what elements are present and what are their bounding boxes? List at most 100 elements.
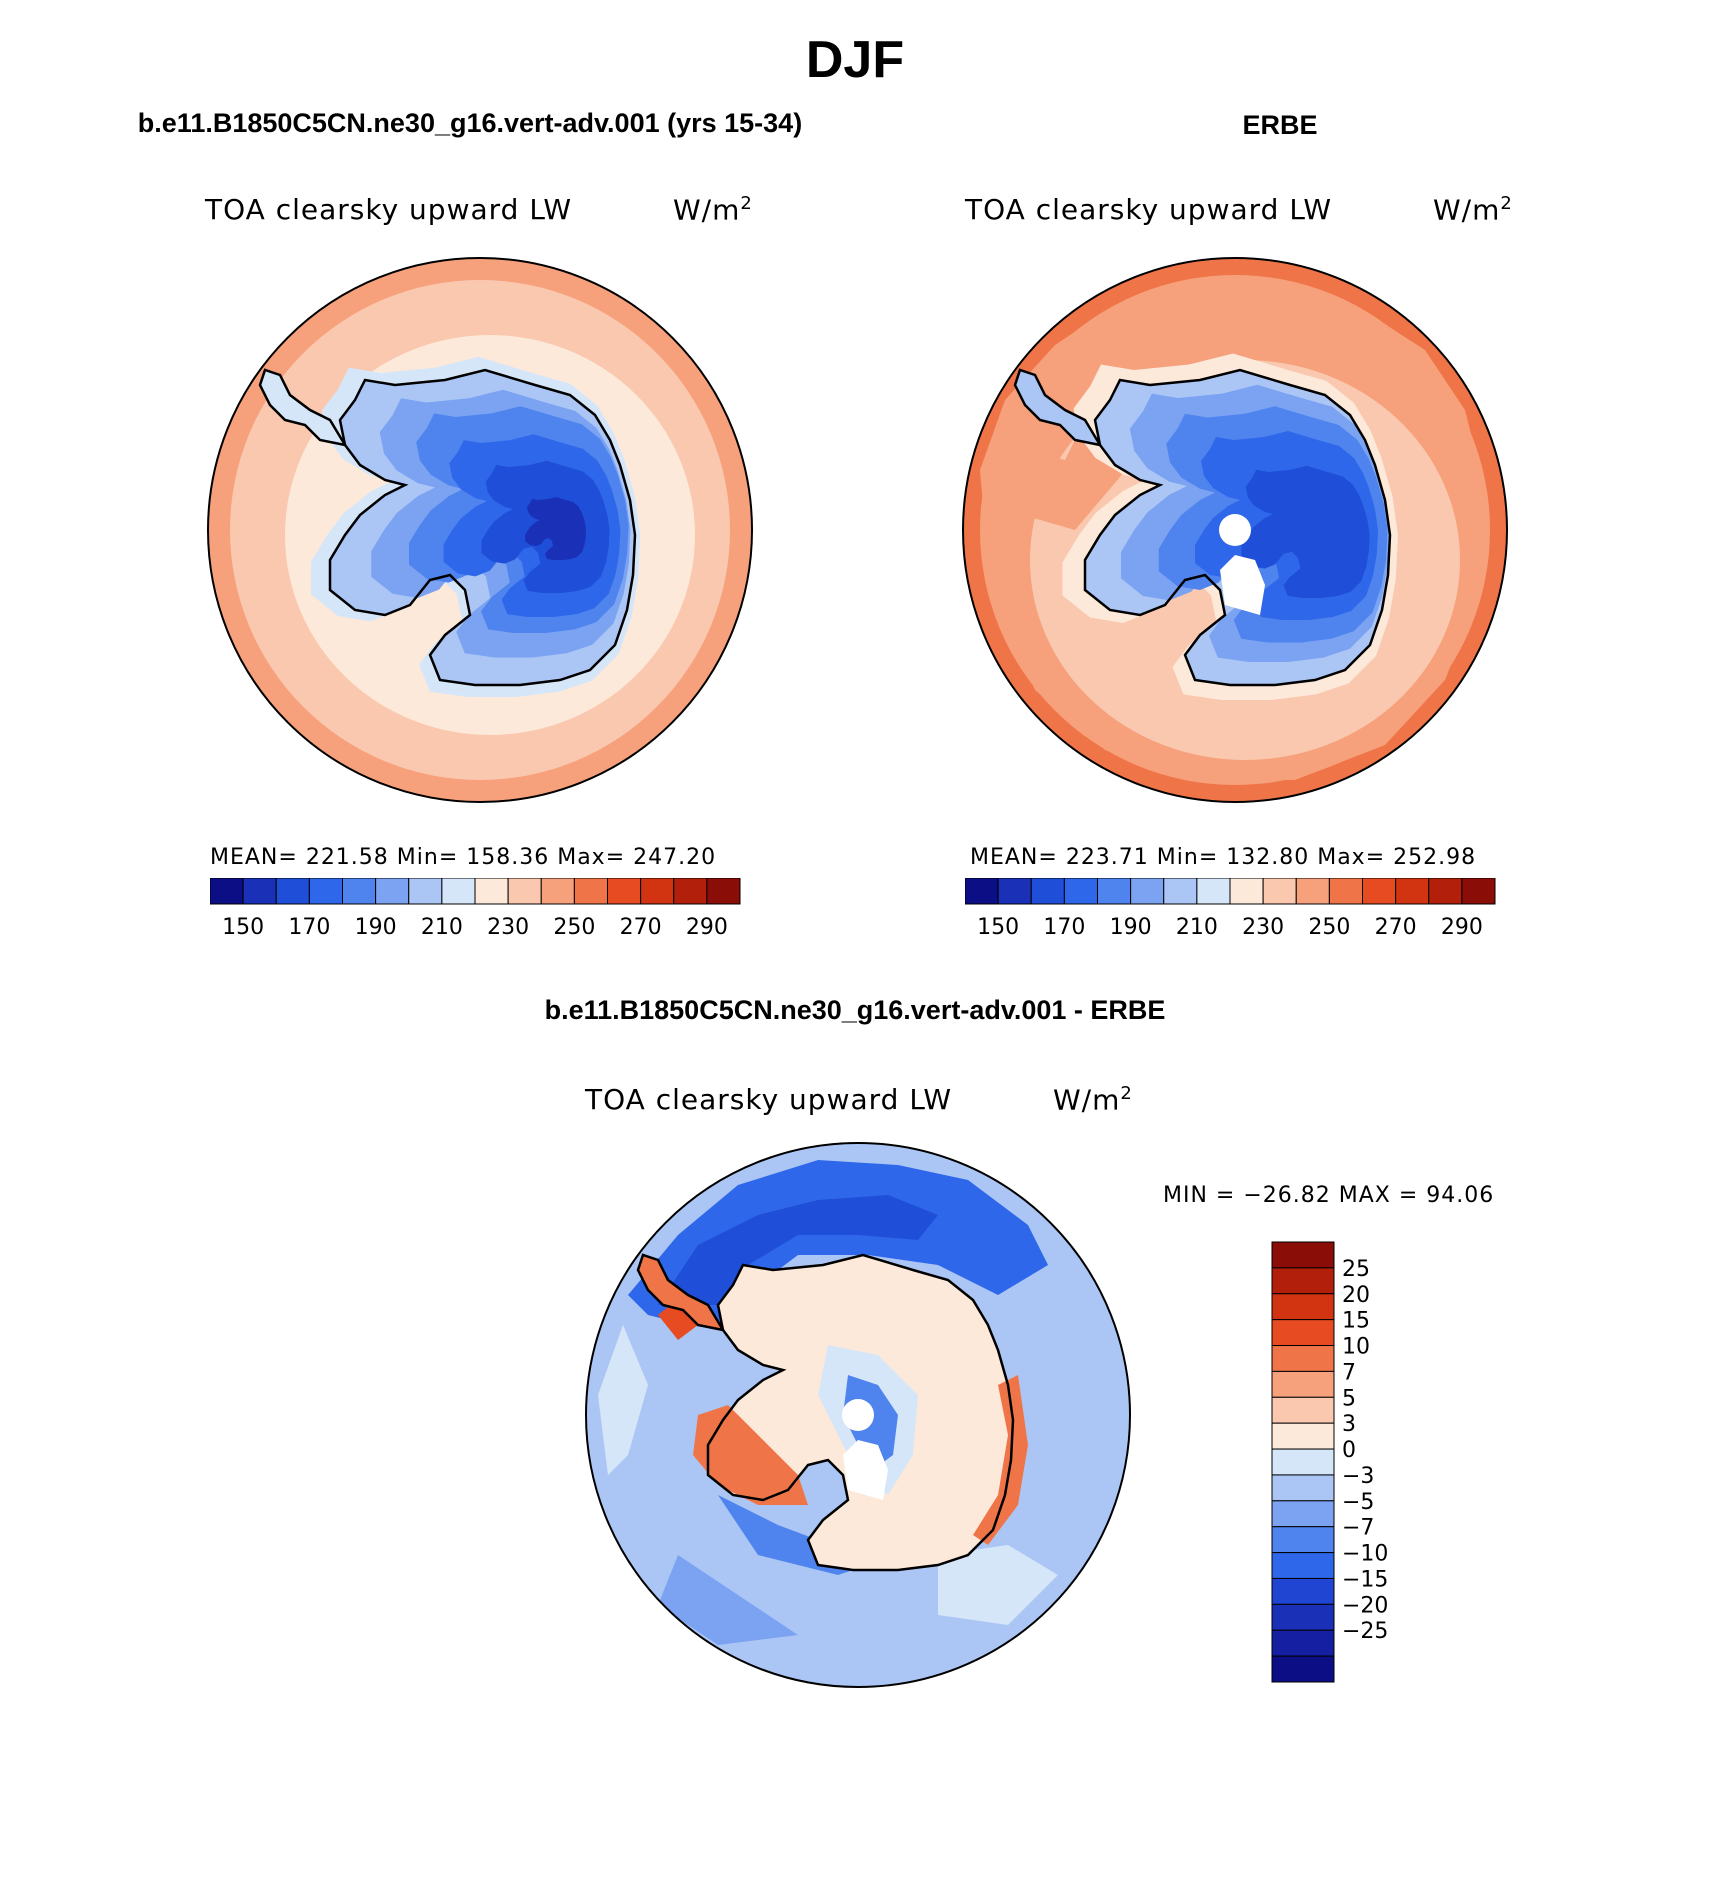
colorbar-swatch: [1271, 1241, 1335, 1269]
colorbar-tick-label: 170: [1043, 915, 1085, 940]
colorbar-swatch: [308, 878, 343, 905]
colorbar-tick-label: 20: [1342, 1283, 1370, 1308]
polar-map-erbe: [962, 257, 1508, 803]
colorbar-tick-label: 0: [1342, 1438, 1356, 1463]
colorbar-swatch: [1196, 878, 1231, 905]
colorbar-swatch: [1271, 1422, 1335, 1450]
colorbar-tick-label: 150: [222, 915, 264, 940]
units-label-diff: W/m2: [1053, 1083, 1133, 1117]
missing-data-region: [1220, 555, 1265, 615]
colorbar-swatch: [1271, 1526, 1335, 1554]
colorbar-swatch: [1271, 1603, 1335, 1631]
colorbar-swatch: [1030, 878, 1065, 905]
main-title: DJF: [805, 31, 905, 89]
polar-map-model: [207, 257, 753, 803]
colorbar-swatch: [1428, 878, 1463, 905]
colorbar-swatch: [375, 878, 410, 905]
colorbar-swatch: [441, 878, 476, 905]
colorbar-swatch: [1271, 1629, 1335, 1657]
colorbar-swatch: [474, 878, 509, 905]
colorbar-tick-label: −10: [1342, 1542, 1388, 1567]
colorbar-tick-label: −7: [1342, 1516, 1374, 1541]
colorbar-swatch: [1271, 1319, 1335, 1347]
colorbar-swatch: [1328, 878, 1363, 905]
colorbar-swatch: [1063, 878, 1098, 905]
colorbar-tick-label: 15: [1342, 1309, 1370, 1334]
colorbar-tick-label: 270: [1375, 915, 1417, 940]
colorbar-swatch: [1271, 1448, 1335, 1476]
colorbar-tick-label: 230: [487, 915, 529, 940]
colorbar-tick-label: 170: [288, 915, 330, 940]
colorbar-swatch: [706, 878, 741, 905]
colorbar-tick-label: 150: [977, 915, 1019, 940]
colorbar-tick-label: 5: [1342, 1386, 1356, 1411]
colorbar-swatch: [1271, 1293, 1335, 1321]
stats-model: MEAN= 221.58 Min= 158.36 Max= 247.20: [210, 845, 717, 870]
colorbar-tick-label: −15: [1342, 1567, 1388, 1592]
map-border: [962, 257, 1508, 803]
colorbar-tick-label: 290: [1441, 915, 1483, 940]
colorbar-swatch: [640, 878, 675, 905]
colorbar-tick-label: −3: [1342, 1464, 1374, 1489]
colorbar-swatch: [573, 878, 608, 905]
panel-title-erbe: ERBE: [1242, 110, 1318, 140]
colorbar-tick-label: 190: [1110, 915, 1152, 940]
pole-hole: [1219, 514, 1251, 546]
colorbar-swatch: [242, 878, 277, 905]
panel-title-diff: b.e11.B1850C5CN.ne30_g16.vert-adv.001 - …: [544, 995, 1166, 1025]
colorbar-tick-label: −20: [1342, 1593, 1388, 1618]
colorbar-swatch: [1271, 1655, 1335, 1683]
variable-label-diff: TOA clearsky upward LW: [585, 1083, 953, 1116]
colorbar-swatch: [210, 878, 244, 905]
pole-hole: [842, 1399, 874, 1431]
colorbar-swatch: [408, 878, 443, 905]
colorbar-swatch: [1271, 1396, 1335, 1424]
colorbar-swatch: [997, 878, 1032, 905]
colorbar-tick-label: 270: [620, 915, 662, 940]
colorbar-tick-label: 290: [686, 915, 728, 940]
colorbar-swatch: [1271, 1474, 1335, 1502]
colorbar-tick-label: 250: [1308, 915, 1350, 940]
map-border: [207, 257, 753, 803]
colorbar-tick-label: 210: [421, 915, 463, 940]
colorbar-swatch: [540, 878, 575, 905]
colorbar-tick-label: 7: [1342, 1360, 1356, 1385]
units-label-erbe: W/m2: [1433, 193, 1513, 227]
colorbar-swatch: [1271, 1577, 1335, 1605]
stats-diff: MIN = −26.82 MAX = 94.06: [1163, 1183, 1495, 1208]
map-border: [585, 1142, 1131, 1688]
colorbar-swatch: [275, 878, 310, 905]
colorbar-swatch: [1271, 1500, 1335, 1528]
colorbar-tick-label: −25: [1342, 1619, 1388, 1644]
colorbar-erbe: 150 170 190 210 230 250 270 290: [965, 878, 1496, 940]
colorbar-tick-label: −5: [1342, 1490, 1374, 1515]
stats-erbe: MEAN= 223.71 Min= 132.80 Max= 252.98: [970, 845, 1477, 870]
colorbar-swatch: [1295, 878, 1330, 905]
colorbar-tick-label: 25: [1342, 1257, 1370, 1282]
colorbar-tick-label: 3: [1342, 1412, 1356, 1437]
colorbar-swatch: [1229, 878, 1264, 905]
colorbar-swatch: [1395, 878, 1430, 905]
polar-map-diff: [585, 1142, 1131, 1688]
colorbar-swatch: [1130, 878, 1165, 905]
panel-title-model: b.e11.B1850C5CN.ne30_g16.vert-adv.001 (y…: [137, 108, 803, 138]
colorbar-swatch: [607, 878, 642, 905]
colorbar-swatch: [1271, 1267, 1335, 1295]
missing-data-region: [843, 1440, 888, 1500]
colorbar-tick-label: 10: [1342, 1335, 1370, 1360]
colorbar-swatch: [1262, 878, 1297, 905]
colorbar-swatch: [1163, 878, 1198, 905]
units-label-model: W/m2: [673, 193, 753, 227]
colorbar-swatch: [673, 878, 708, 905]
colorbar-model: 150 170 190 210 230 250 270 290: [210, 878, 741, 940]
variable-label-model: TOA clearsky upward LW: [205, 193, 573, 226]
colorbar-tick-label: 210: [1176, 915, 1218, 940]
variable-label-erbe: TOA clearsky upward LW: [965, 193, 1333, 226]
colorbar-tick-label: 190: [355, 915, 397, 940]
colorbar-swatch: [1362, 878, 1397, 905]
colorbar-swatch: [1097, 878, 1132, 905]
colorbar-swatch: [507, 878, 542, 905]
colorbar-swatch: [1271, 1370, 1335, 1398]
colorbar-swatch: [342, 878, 377, 905]
